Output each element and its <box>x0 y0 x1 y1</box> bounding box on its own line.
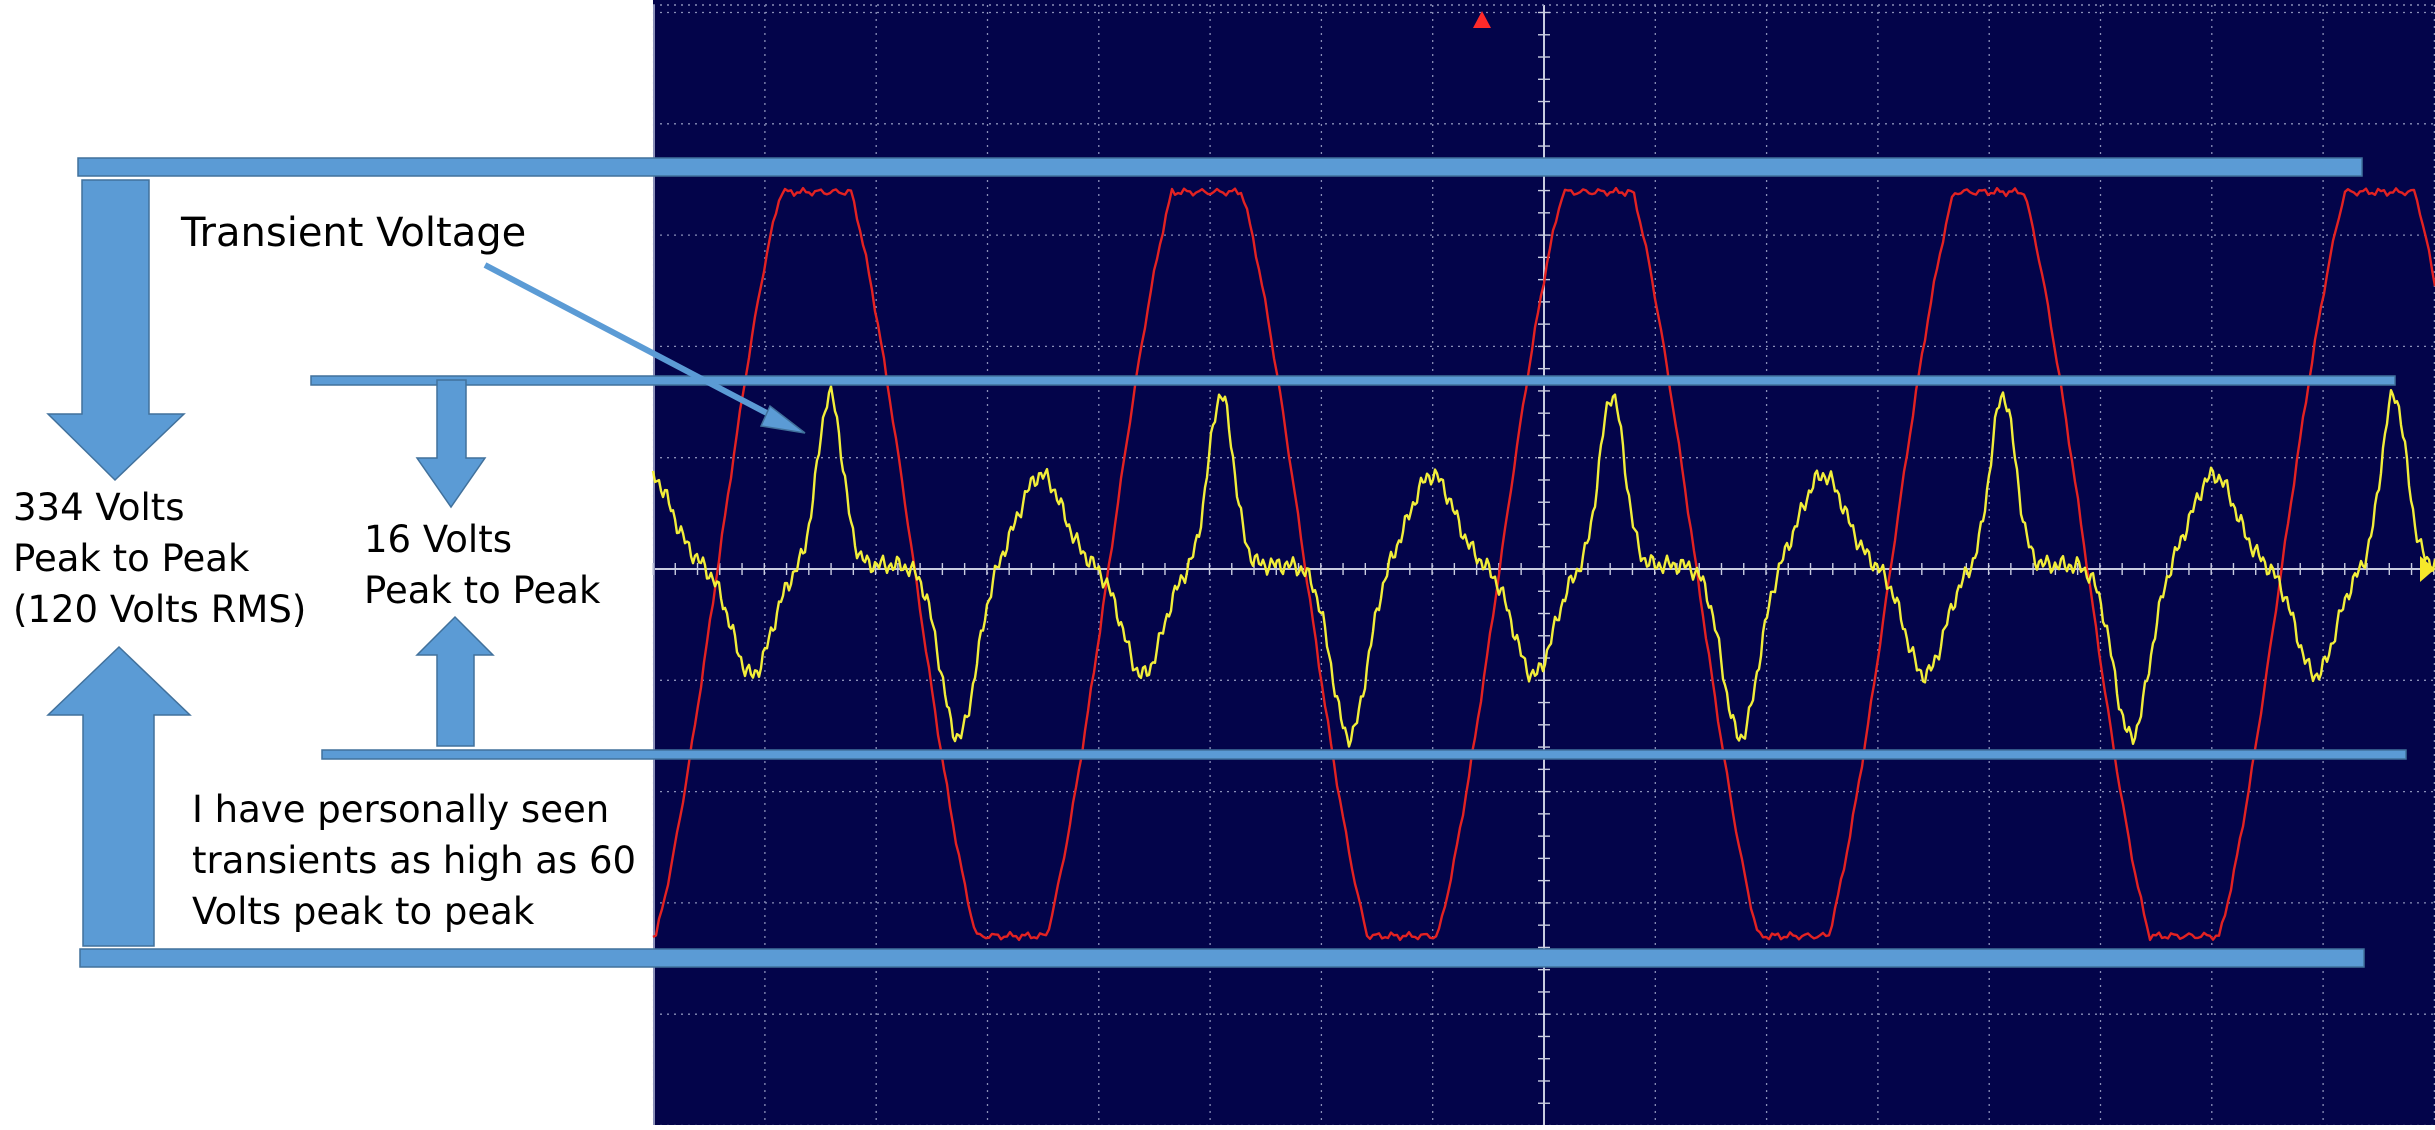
transient-voltage-trace <box>651 385 2435 748</box>
note-line-3: Volts peak to peak <box>192 890 535 933</box>
big-amplitude-line-3: (120 Volts RMS) <box>13 588 307 631</box>
down-arrow-large-icon <box>46 179 186 482</box>
up-arrow-small-icon <box>415 615 495 747</box>
min-peak-bar <box>79 948 2365 968</box>
transient-pointer-line <box>483 262 782 423</box>
note-line-1: I have personally seen <box>192 788 610 831</box>
transient-note-label: I have personally seen transients as hig… <box>192 784 636 937</box>
small-amplitude-line-2: Peak to Peak <box>364 569 601 612</box>
transient-peak-bar <box>310 375 2396 386</box>
note-line-2: transients as high as 60 <box>192 839 637 882</box>
up-arrow-large-icon <box>46 645 192 947</box>
trigger-marker-icon <box>1473 11 1491 28</box>
big-amplitude-line-2: Peak to Peak <box>13 537 250 580</box>
graticule <box>652 4 2435 1127</box>
transient-pointer-arrowhead-icon <box>759 404 806 434</box>
transient-voltage-label: Transient Voltage <box>181 210 527 256</box>
down-arrow-small-icon <box>415 379 487 509</box>
big-amplitude-line-1: 334 Volts <box>13 486 185 529</box>
small-amplitude-label: 16 Volts Peak to Peak <box>364 514 600 616</box>
small-amplitude-line-1: 16 Volts <box>364 518 512 561</box>
big-amplitude-label: 334 Volts Peak to Peak (120 Volts RMS) <box>13 482 306 635</box>
ground-marker-icon <box>2420 556 2435 582</box>
max-peak-bar <box>77 157 2363 177</box>
line-voltage-trace <box>652 186 2435 942</box>
transient-trough-bar <box>321 749 2407 760</box>
